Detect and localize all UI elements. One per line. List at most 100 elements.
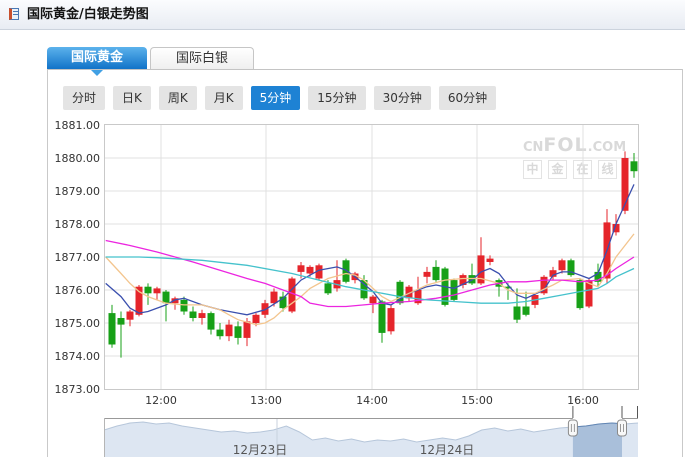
ma-cyan-line bbox=[105, 256, 635, 304]
candle-body bbox=[549, 270, 557, 277]
panel-right-border bbox=[682, 69, 683, 457]
panel-left-border bbox=[47, 69, 48, 457]
candle-body bbox=[288, 278, 296, 312]
period-button-2[interactable]: 周K bbox=[158, 86, 197, 110]
candle-body bbox=[315, 265, 323, 279]
candle-body bbox=[432, 266, 440, 281]
candle-body bbox=[387, 308, 395, 332]
candle-body bbox=[414, 290, 422, 304]
x-axis-label: 14:00 bbox=[356, 394, 388, 407]
y-axis-label: 1873.00 bbox=[54, 383, 101, 396]
cnfol-watermark: CNFOL.COM 中金在线 bbox=[523, 134, 626, 179]
candle-body bbox=[621, 158, 629, 211]
candle-body bbox=[234, 326, 242, 338]
candle-body bbox=[477, 255, 485, 284]
navigator-left-handle[interactable] bbox=[567, 419, 578, 437]
tab-gold[interactable]: 国际黄金 bbox=[47, 47, 147, 69]
candle-body bbox=[216, 329, 224, 337]
x-axis-label: 15:00 bbox=[461, 394, 493, 407]
candle-body bbox=[279, 296, 287, 309]
candle-body bbox=[558, 260, 566, 271]
candle-body bbox=[585, 280, 593, 307]
y-axis-label: 1880.00 bbox=[54, 152, 101, 165]
candle-body bbox=[423, 271, 431, 277]
candle-body bbox=[360, 280, 368, 299]
candle-body bbox=[405, 286, 413, 299]
navigator-area bbox=[104, 422, 638, 457]
period-button-6[interactable]: 30分钟 bbox=[373, 86, 431, 110]
candle-body bbox=[243, 321, 251, 338]
tab-strip-border bbox=[47, 69, 682, 70]
candle-body bbox=[576, 280, 584, 309]
candle-body bbox=[261, 303, 269, 315]
candle-body bbox=[522, 306, 530, 315]
active-tab-arrow-icon bbox=[91, 70, 103, 76]
ma-orange-line bbox=[105, 233, 635, 326]
period-button-3[interactable]: 月K bbox=[204, 86, 243, 110]
candle-body bbox=[108, 313, 116, 345]
candle-body bbox=[567, 260, 575, 276]
candle-body bbox=[171, 298, 179, 304]
y-axis-label: 1874.00 bbox=[54, 350, 101, 363]
widget-header: 国际黄金/白银走势图 bbox=[0, 0, 685, 30]
y-axis-label: 1881.00 bbox=[54, 119, 101, 132]
range-navigator[interactable] bbox=[103, 405, 639, 457]
candle-body bbox=[180, 299, 188, 312]
candle-body bbox=[270, 291, 278, 304]
navigator-right-handle[interactable] bbox=[617, 419, 627, 437]
watermark-cn-chars: 中金在线 bbox=[523, 160, 626, 179]
period-button-1[interactable]: 日K bbox=[113, 86, 151, 110]
candle-body bbox=[450, 280, 458, 300]
candle-body bbox=[396, 281, 404, 304]
period-button-row: 分时 日K 周K 月K 5分钟 15分钟 30分钟 60分钟 bbox=[63, 86, 497, 110]
candle-body bbox=[612, 224, 620, 233]
candle-body bbox=[369, 296, 377, 304]
y-axis-label: 1876.00 bbox=[54, 284, 101, 297]
y-axis-label: 1875.00 bbox=[54, 317, 101, 330]
navigator-day-label: 12月24日 bbox=[419, 443, 475, 457]
tab-silver[interactable]: 国际白银 bbox=[150, 47, 254, 69]
candle-body bbox=[306, 266, 314, 274]
ma-blue-line bbox=[105, 184, 635, 316]
candle-body bbox=[486, 258, 494, 262]
watermark-char: 中 bbox=[523, 160, 542, 179]
candle-body bbox=[225, 324, 233, 337]
candle-body bbox=[378, 301, 386, 333]
x-axis-label: 16:00 bbox=[567, 394, 599, 407]
period-button-5[interactable]: 15分钟 bbox=[308, 86, 366, 110]
candle-body bbox=[153, 288, 161, 294]
document-icon bbox=[9, 8, 19, 20]
watermark-char: 线 bbox=[598, 160, 617, 179]
period-button-4[interactable]: 5分钟 bbox=[250, 86, 301, 110]
x-axis-label: 12:00 bbox=[145, 394, 177, 407]
candle-body bbox=[144, 286, 152, 294]
y-axis-label: 1878.00 bbox=[54, 218, 101, 231]
candle-body bbox=[126, 311, 134, 320]
x-axis-label: 13:00 bbox=[250, 394, 282, 407]
navigator-day-label: 12月23日 bbox=[232, 443, 288, 457]
widget-title: 国际黄金/白银走势图 bbox=[27, 7, 149, 22]
watermark-char: 金 bbox=[548, 160, 567, 179]
navigator-area-line bbox=[103, 421, 639, 443]
candle-body bbox=[630, 161, 638, 172]
candle-body bbox=[162, 291, 170, 304]
candle-body bbox=[324, 283, 332, 294]
candle-body bbox=[117, 318, 125, 325]
candle-body bbox=[189, 311, 197, 318]
candle-body bbox=[297, 265, 305, 272]
navigator-selection[interactable] bbox=[104, 422, 638, 457]
candlestick-chart[interactable]: CNFOL.COM 中金在线 bbox=[104, 124, 639, 390]
candle-body bbox=[513, 306, 521, 320]
y-axis-label: 1877.00 bbox=[54, 251, 101, 264]
candle-body bbox=[207, 313, 215, 330]
period-button-7[interactable]: 60分钟 bbox=[438, 86, 497, 110]
candle-body bbox=[459, 275, 467, 285]
candle-body bbox=[504, 286, 512, 289]
candle-body bbox=[135, 286, 143, 315]
candle-body bbox=[342, 260, 350, 282]
candle-body bbox=[594, 271, 602, 282]
y-axis-label: 1879.00 bbox=[54, 185, 101, 198]
period-button-0[interactable]: 分时 bbox=[63, 86, 106, 110]
watermark-logo: CNFOL.COM bbox=[523, 134, 627, 156]
